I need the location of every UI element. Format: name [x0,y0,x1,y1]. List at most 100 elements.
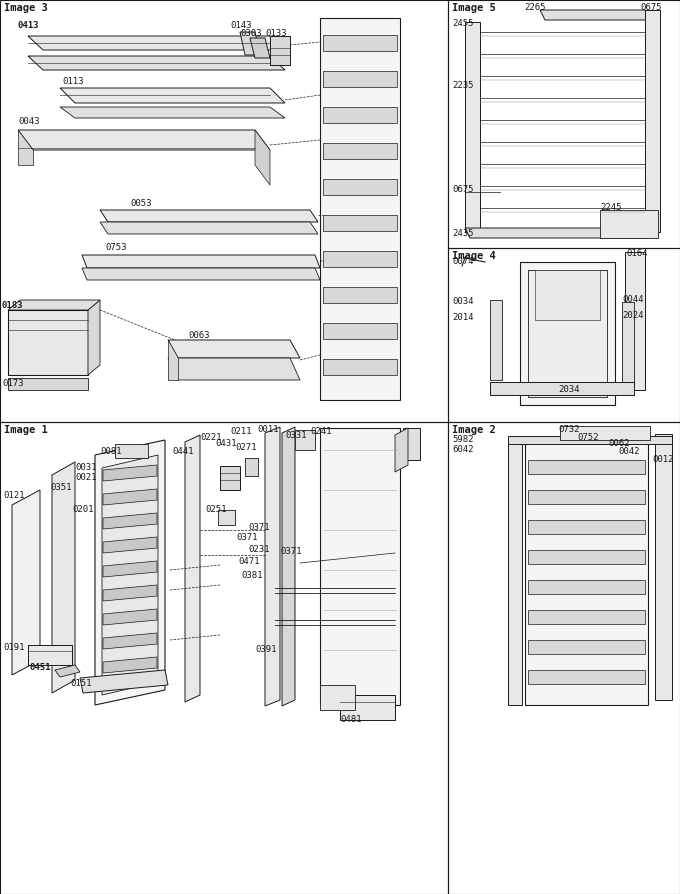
Polygon shape [168,340,300,358]
Text: 0191: 0191 [3,644,24,653]
Polygon shape [323,179,397,195]
Polygon shape [528,460,645,474]
Polygon shape [540,10,650,20]
Polygon shape [100,210,318,222]
Polygon shape [465,228,650,238]
Text: 0241: 0241 [310,427,332,436]
Polygon shape [60,107,285,118]
Polygon shape [520,262,615,405]
Text: 0074: 0074 [452,257,473,266]
Text: 2235: 2235 [452,80,473,89]
Text: 2034: 2034 [558,385,579,394]
Text: 0031: 0031 [75,463,97,473]
Text: 0675: 0675 [452,185,473,195]
Bar [245,458,258,476]
Text: 0081: 0081 [100,446,122,456]
Polygon shape [535,270,600,320]
Text: 0351: 0351 [50,483,71,492]
Text: 0371: 0371 [248,522,269,532]
Polygon shape [323,287,397,303]
Text: 0371: 0371 [236,534,258,543]
Text: Image 5: Image 5 [452,3,496,13]
Text: 0303: 0303 [240,30,262,38]
Polygon shape [103,657,157,673]
Text: 0183: 0183 [2,300,24,309]
Text: 0062: 0062 [608,440,630,449]
Polygon shape [8,300,100,310]
Text: 0231: 0231 [248,544,269,553]
Polygon shape [60,88,285,103]
Text: 0481: 0481 [340,715,362,724]
Text: 0371: 0371 [280,546,301,555]
Polygon shape [103,585,157,601]
Text: 0021: 0021 [75,474,97,483]
Text: 0143: 0143 [230,21,252,30]
Text: 0063: 0063 [188,331,209,340]
Text: 0381: 0381 [241,570,262,579]
Polygon shape [323,35,397,51]
Polygon shape [600,210,658,238]
Polygon shape [525,442,648,705]
Text: 0113: 0113 [62,78,84,87]
Polygon shape [185,435,200,702]
Polygon shape [80,670,168,693]
Polygon shape [645,10,660,232]
Polygon shape [102,455,158,695]
Polygon shape [282,427,295,706]
Polygon shape [323,143,397,159]
Bar [220,466,240,490]
Polygon shape [28,36,285,50]
Text: 0221: 0221 [200,434,222,443]
Bar [340,695,395,720]
Polygon shape [528,640,645,654]
Polygon shape [490,300,502,380]
Polygon shape [103,633,157,649]
Text: 0471: 0471 [238,556,260,566]
Text: 0753: 0753 [105,243,126,252]
Text: 0451: 0451 [30,663,52,672]
Text: 0211: 0211 [230,427,252,436]
Polygon shape [395,428,408,472]
Text: 0034: 0034 [452,298,473,307]
Text: 2245: 2245 [600,203,622,212]
Polygon shape [103,609,157,625]
Text: 0675: 0675 [640,4,662,13]
Bar [448,422,680,894]
Polygon shape [465,22,480,232]
Polygon shape [103,513,157,529]
Text: 0201: 0201 [72,505,94,515]
Polygon shape [323,323,397,339]
Polygon shape [528,610,645,624]
Text: 0121: 0121 [3,492,24,501]
Text: 2014: 2014 [452,314,473,323]
Polygon shape [28,56,285,70]
Bar [270,36,290,65]
Polygon shape [18,130,270,150]
Polygon shape [323,251,397,267]
Bar [28,645,72,665]
Polygon shape [528,270,607,397]
Text: 0151: 0151 [70,679,92,687]
Text: 0053: 0053 [130,199,152,208]
Polygon shape [52,462,75,693]
Polygon shape [168,358,300,380]
Polygon shape [255,130,270,185]
Text: 0043: 0043 [18,117,39,126]
Polygon shape [323,107,397,123]
Polygon shape [655,434,672,700]
Text: 0413: 0413 [18,21,39,30]
Polygon shape [103,465,157,481]
Polygon shape [265,427,280,706]
Polygon shape [95,440,165,705]
Text: 0331: 0331 [285,432,307,441]
Polygon shape [508,442,522,705]
Polygon shape [55,665,80,677]
Polygon shape [103,489,157,505]
Text: 0752: 0752 [577,434,598,443]
Polygon shape [240,32,260,55]
Text: 0251: 0251 [205,505,226,515]
Polygon shape [622,302,634,382]
Polygon shape [528,490,645,504]
Polygon shape [528,520,645,534]
Polygon shape [403,428,420,460]
